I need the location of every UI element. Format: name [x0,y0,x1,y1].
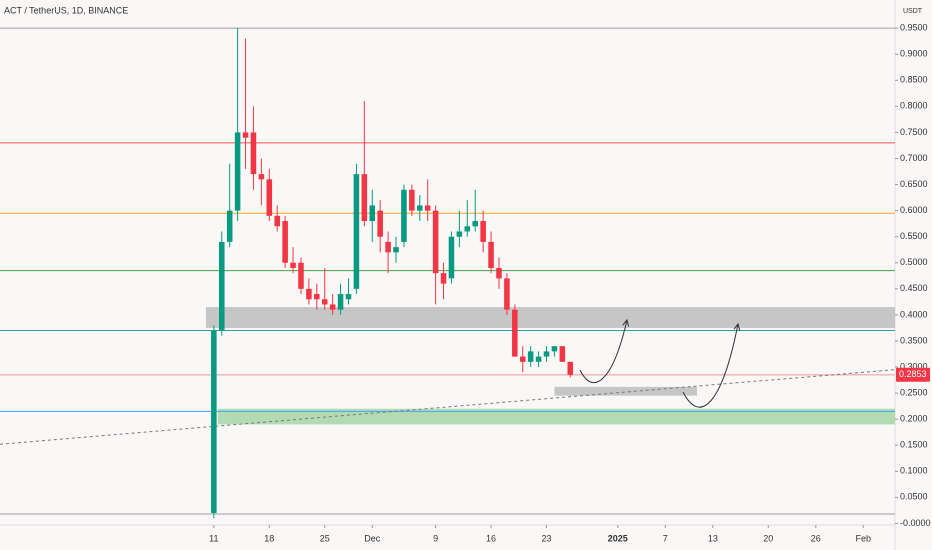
candle-body [440,273,447,284]
y-tick-label: 0.6500 [900,179,928,189]
x-tick-label: Feb [856,533,872,543]
y-tick-label: 0.2000 [900,414,928,424]
x-tick-label: 18 [264,533,274,543]
y-tick-label: -0.0000 [900,518,931,528]
y-tick-label: 0.4000 [900,309,928,319]
candle-body [504,278,510,310]
zone [554,386,697,396]
candle-body [369,205,376,222]
y-unit: USDT [903,8,923,15]
candle-body [274,215,280,227]
candle-body [559,346,566,362]
candle-body [258,174,265,180]
y-tick-label: 0.6000 [900,205,928,215]
candle-body [377,210,383,237]
candle-body [409,189,415,211]
candle-body [211,330,217,514]
candle-body [337,294,344,310]
x-tick-label: 26 [811,533,821,543]
candle-body [282,221,288,263]
candle-body [472,221,478,227]
projection-arrow [682,324,738,408]
y-tick-label: 0.0500 [900,492,928,502]
candle-body [432,210,439,274]
x-tick-label: 7 [663,533,668,543]
candle-body [424,205,431,211]
x-tick-label: 16 [486,533,496,543]
candle-body [314,294,320,300]
y-tick-label: 0.8500 [900,75,928,85]
y-tick-label: 0.7500 [900,127,928,137]
candle-body [385,241,391,253]
x-tick-label: 9 [433,533,438,543]
last-price-label: 0.2853 [899,369,927,379]
candle-body [234,132,241,211]
candle-body [488,241,494,268]
candle-body [448,236,455,279]
chart-title: ACT / TetherUS, 1D, BINANCE [4,5,128,15]
candle-body [535,356,542,362]
candle-body [456,231,463,237]
candle-body [519,356,526,362]
candle-body [242,132,249,138]
x-tick-label: 23 [541,533,551,543]
plot: -0.0000 0.0500 0.1000 0.1500 0.2000 0.2500 0.3… [0,23,931,543]
candle-body [361,174,368,222]
zone [205,307,895,328]
candle-body [329,304,336,310]
y-tick-label: 0.3500 [900,335,928,345]
candle-body [345,294,352,300]
y-tick-label: 0.1500 [900,440,928,450]
y-tick-label: 0.8000 [900,101,928,111]
candle-body [218,241,225,331]
candle-body [306,288,312,300]
y-tick-label: 0.5500 [900,231,928,241]
projection-arrow [579,320,627,383]
candle-body [353,174,360,289]
candle-body [417,205,423,211]
candle-body [543,351,550,357]
x-tick-label: 13 [708,533,718,543]
candle-body [480,221,486,242]
y-tick-label: 0.7000 [900,153,928,163]
last-price-box [896,367,930,382]
candle-body [298,262,304,289]
y-tick-label: 0.5000 [900,257,928,267]
candle-body [527,351,534,362]
y-tick-label: 0.9000 [900,49,928,59]
zone [217,408,895,425]
x-tick-label: 2025 [608,533,628,543]
y-tick-label: 0.2500 [900,387,928,397]
candle-body [512,309,518,357]
x-tick-label: 20 [763,533,773,543]
candle-body [250,132,257,175]
candle-body [226,210,233,242]
candle-body [551,346,558,352]
y-tick-label: 0.4500 [900,283,928,293]
candle-body [496,267,502,279]
candle-body [321,299,328,305]
candle-body [464,226,471,232]
y-tick-label: 0.9500 [900,23,928,33]
x-tick-label: Dec [364,533,381,543]
y-tick-label: 0.3000 [900,361,928,371]
candle-body [401,189,407,242]
candle-body [567,361,574,375]
y-tick-label: 0.1000 [900,466,928,476]
candle-body [290,262,296,268]
candle-body [266,179,273,216]
x-tick-label: 11 [209,533,218,543]
x-tick-label: 25 [320,533,330,543]
candle-body [393,247,399,253]
